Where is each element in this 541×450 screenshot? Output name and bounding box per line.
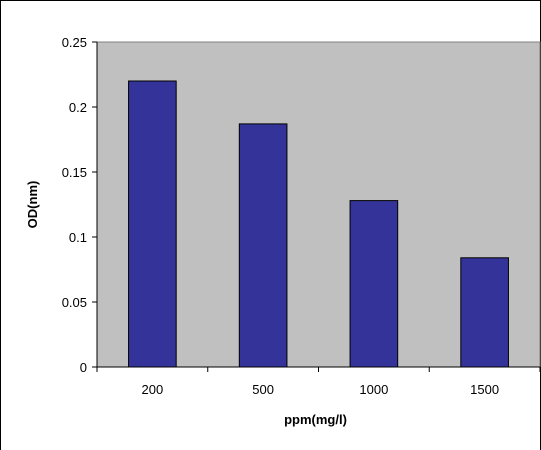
x-tick-label: 200 (142, 382, 164, 397)
x-tick-label: 1500 (470, 382, 499, 397)
x-tick-label: 500 (252, 382, 274, 397)
x-axis: 200 500 1000 1500 (96, 366, 541, 397)
bar-1000 (349, 200, 399, 368)
y-tick-label: 0 (80, 360, 87, 375)
bar-500 (238, 123, 288, 368)
y-tick-label: 0.2 (69, 100, 87, 115)
bar-200 (128, 80, 177, 368)
y-tick-label: 0.1 (69, 230, 87, 245)
y-tick-label: 0.25 (62, 35, 87, 50)
bar-1500 (460, 257, 509, 368)
y-axis: 0 0.05 0.1 0.15 0.2 0.25 (62, 35, 98, 375)
y-axis-title: OD(nm) (25, 181, 40, 229)
x-tick-label: 1000 (359, 382, 388, 397)
y-tick-label: 0.15 (62, 165, 87, 180)
x-axis-title: ppm(mg/l) (284, 412, 347, 427)
y-tick-label: 0.05 (62, 295, 87, 310)
